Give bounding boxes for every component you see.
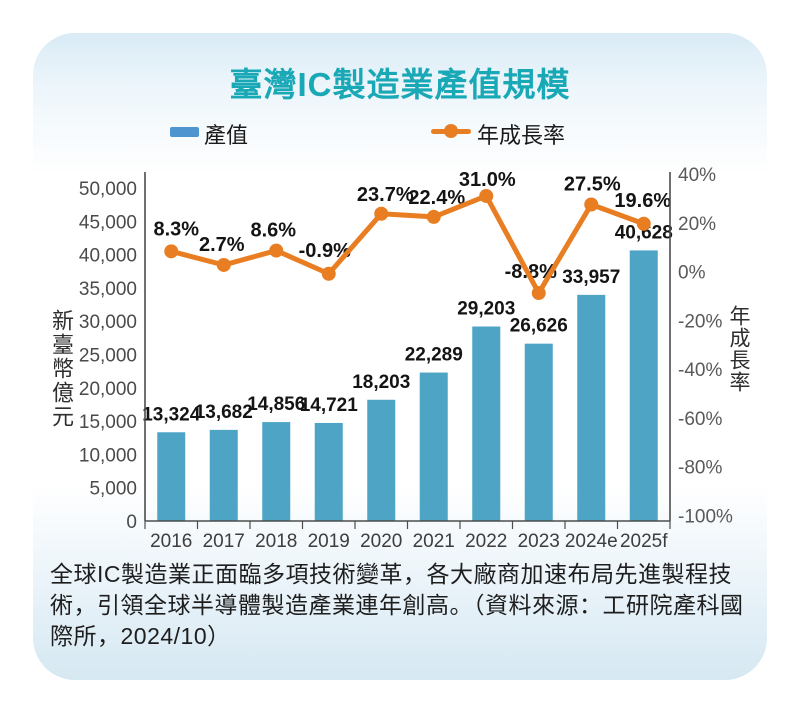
bar-value-label: 13,682	[195, 402, 253, 423]
growth-point	[531, 286, 546, 301]
bar	[419, 372, 448, 521]
right-tick-label: -20%	[678, 311, 722, 332]
growth-point	[374, 206, 389, 221]
growth-value-label: 31.0%	[459, 169, 516, 191]
right-tick-label: 40%	[678, 165, 716, 186]
bar-legend-label: 產值	[204, 123, 249, 148]
growth-value-label: 8.6%	[250, 220, 296, 242]
right-tick-label: 20%	[678, 214, 716, 235]
right-tick-label: 0%	[678, 263, 706, 284]
growth-value-label: 27.5%	[564, 173, 621, 195]
left-tick-label: 35,000	[79, 279, 137, 300]
growth-point	[426, 209, 441, 224]
left-tick-label: 50,000	[79, 179, 137, 200]
growth-point	[164, 244, 179, 259]
x-category-label: 2025f	[620, 531, 668, 552]
bar-value-label: 13,324	[142, 404, 201, 425]
left-tick-label: 5,000	[89, 479, 137, 500]
growth-point	[584, 197, 599, 212]
x-category-label: 2021	[413, 531, 455, 552]
bar	[209, 429, 238, 521]
x-category-label: 2023	[518, 531, 560, 552]
x-category-label: 2017	[203, 531, 245, 552]
bar	[629, 250, 658, 521]
growth-line	[170, 193, 645, 296]
right-axis-title: 年成長率	[727, 305, 750, 393]
bar-value-label: 26,626	[510, 316, 568, 337]
growth-value-label: 23.7%	[357, 184, 414, 206]
line-legend-label: 年成長率	[477, 123, 566, 148]
bar	[472, 326, 501, 521]
growth-value-label: 19.6%	[614, 190, 671, 212]
bar	[314, 422, 343, 521]
left-tick-label: 0	[126, 512, 137, 533]
bar	[262, 422, 291, 521]
left-tick-label: 25,000	[79, 346, 137, 367]
footnote-text: 全球IC製造業正面臨多項技術變革，各大廠商加速布局先進製程技術，引領全球半導體製…	[50, 561, 744, 649]
growth-point	[269, 243, 284, 258]
x-category-label: 2016	[150, 531, 192, 552]
left-tick-label: 10,000	[79, 445, 137, 466]
page-title: 臺灣IC製造業產值規模	[229, 66, 571, 103]
growth-value-label: -8.8%	[505, 261, 557, 283]
growth-point	[479, 188, 494, 203]
bar-value-label: 14,721	[300, 395, 359, 416]
bar-value-label: 22,289	[405, 345, 463, 366]
left-tick-label: 40,000	[79, 246, 137, 267]
bar-value-label: 29,203	[457, 299, 515, 320]
x-category-label: 2022	[465, 531, 507, 552]
bar-value-label: 18,203	[352, 372, 410, 393]
x-category-label: 2019	[308, 531, 350, 552]
growth-value-label: 8.3%	[153, 218, 199, 240]
x-category-label: 2024e	[565, 531, 618, 552]
growth-point	[216, 257, 231, 272]
right-tick-label: -100%	[678, 507, 733, 528]
left-tick-label: 15,000	[79, 412, 137, 433]
x-category-label: 2018	[255, 531, 297, 552]
left-tick-label: 20,000	[79, 379, 137, 400]
bar-value-label: 33,957	[562, 267, 620, 288]
right-tick-label: -80%	[678, 458, 722, 479]
growth-value-label: -0.9%	[299, 240, 351, 262]
line-legend-dot-icon	[444, 124, 458, 138]
bar-legend-swatch-icon	[170, 127, 199, 137]
x-category-label: 2020	[360, 531, 402, 552]
bar	[157, 432, 186, 521]
bar	[367, 399, 396, 521]
right-tick-label: -60%	[678, 409, 722, 430]
growth-value-label: 22.4%	[408, 187, 465, 209]
bar-value-label: 14,856	[247, 394, 305, 415]
left-tick-label: 30,000	[79, 312, 137, 333]
growth-point	[636, 216, 651, 231]
bar-value-label: 40,628	[615, 222, 673, 243]
bar	[577, 294, 606, 521]
right-tick-label: -40%	[678, 360, 722, 381]
growth-value-label: 2.7%	[199, 234, 245, 256]
growth-point	[321, 266, 336, 281]
left-axis-title: 新臺幣億元	[49, 309, 74, 429]
bar	[524, 343, 553, 521]
left-tick-label: 45,000	[79, 212, 137, 233]
